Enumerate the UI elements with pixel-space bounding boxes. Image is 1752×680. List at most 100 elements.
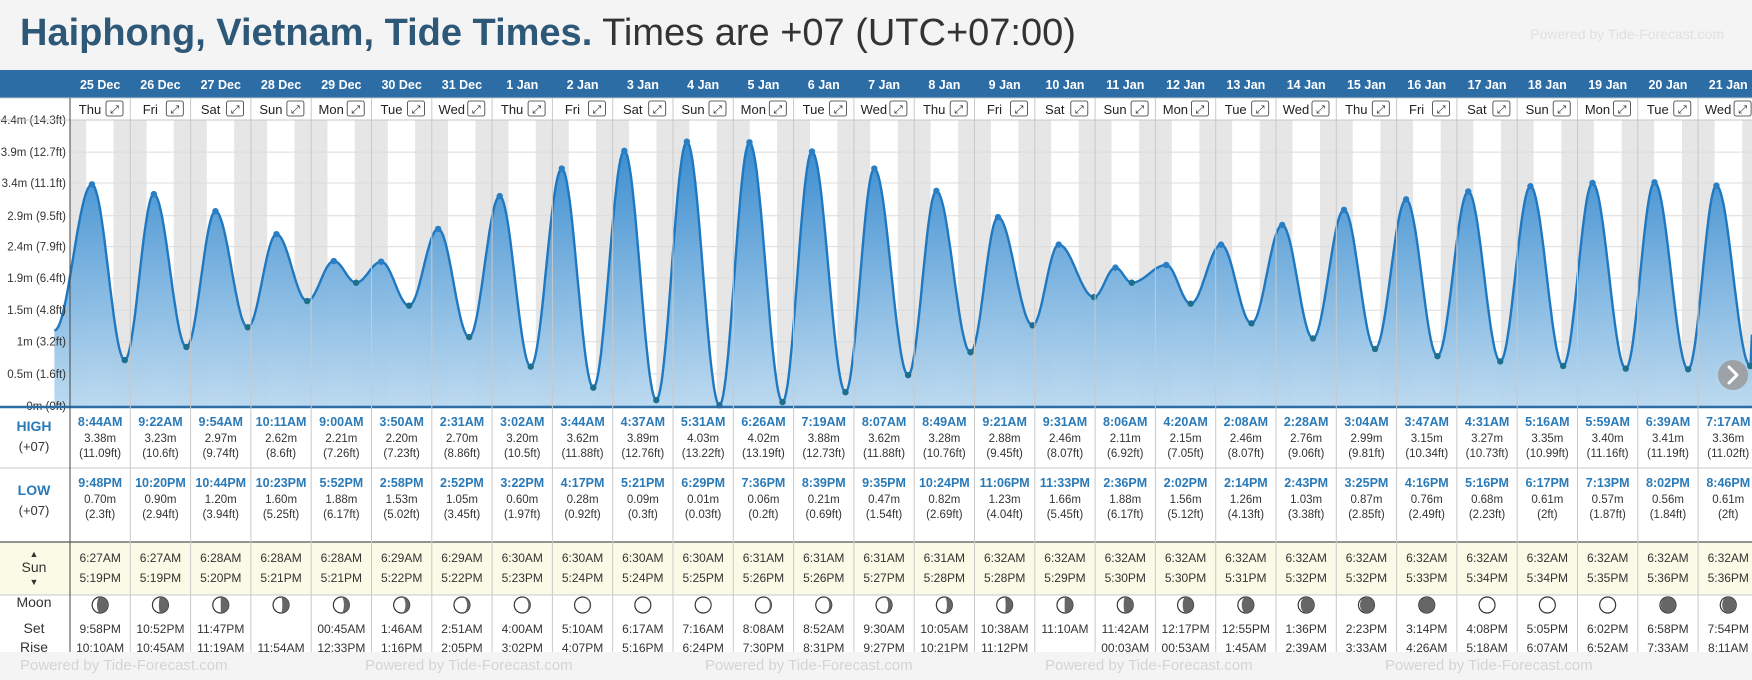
expand-day-button[interactable] [889,100,908,117]
expand-icon[interactable]: ⤢ [532,104,541,116]
expand-icon[interactable]: ⤢ [894,104,903,116]
tide-area [54,141,1752,406]
expand-icon[interactable]: ⤢ [1376,104,1385,116]
expand-day-button[interactable] [286,100,305,117]
high-tide-height-ft: (8.86ft) [444,448,481,460]
expand-day-button[interactable] [1492,100,1511,117]
expand-icon[interactable]: ⤢ [1015,104,1024,116]
high-tide-height-m: 2.76m [1290,433,1322,445]
scroll-right-button[interactable] [1718,360,1748,390]
low-tide-height-ft: (0.92ft) [564,509,601,521]
expand-icon[interactable]: ⤢ [472,104,481,116]
expand-icon[interactable]: ⤢ [1618,104,1627,116]
expand-day-button[interactable] [165,100,184,117]
expand-icon[interactable]: ⤢ [653,104,662,116]
moon-phase-shadow [401,597,410,613]
expand-icon[interactable]: ⤢ [1256,104,1265,116]
sunrise-time: 6:28AM [260,551,301,565]
weekday-label: Fri [987,102,1002,117]
expand-day-button[interactable] [467,100,486,117]
sunset-time: 5:23PM [502,571,543,585]
expand-day-button[interactable] [1251,100,1270,117]
expand-icon[interactable]: ⤢ [1195,104,1204,116]
expand-icon[interactable]: ⤢ [1678,104,1687,116]
expand-day-button[interactable] [105,100,124,117]
sunset-time: 5:24PM [562,571,603,585]
low-tide-height-ft: (0.2ft) [748,509,778,521]
low-tide-height-ft: (5.12ft) [1167,509,1204,521]
expand-icon[interactable]: ⤢ [231,104,240,116]
expand-day-button[interactable] [1010,100,1028,117]
expand-icon[interactable]: ⤢ [954,104,963,116]
expand-day-button[interactable] [407,100,425,117]
expand-icon[interactable]: ⤢ [1075,104,1084,116]
expand-icon[interactable]: ⤢ [1437,104,1446,116]
expand-day-button[interactable] [1070,100,1089,117]
moon-phase-shadow [1300,597,1315,613]
low-tide-height-m: 1.23m [989,494,1021,506]
weekday-label: Wed [861,102,888,117]
expand-day-button[interactable] [1191,100,1209,117]
low-tide-height-m: 0.90m [144,494,176,506]
high-tide-time: 4:31AM [1465,415,1509,429]
expand-icon[interactable]: ⤢ [1135,104,1144,116]
high-tide-height-m: 2.88m [989,433,1021,445]
high-tide-height-ft: (12.73ft) [802,448,845,460]
expand-day-button[interactable] [1733,100,1752,117]
expand-day-button[interactable] [527,100,546,117]
weekday-label: Thu [1345,102,1367,117]
moon-phase-shadow [1123,597,1134,613]
high-tide-height-m: 2.15m [1170,433,1202,445]
expand-icon[interactable]: ⤢ [1316,104,1325,116]
expand-icon[interactable]: ⤢ [713,104,722,116]
high-tide-time: 8:06AM [1103,415,1147,429]
timezone-note: Times are +07 (UTC+07:00) [602,12,1076,54]
night-shade [1682,120,1699,406]
expand-day-button[interactable] [708,100,727,117]
expand-day-button[interactable] [648,100,667,117]
date-label: 14 Jan [1287,78,1326,92]
low-tide-time: 5:52PM [319,476,363,490]
expand-day-button[interactable] [1311,100,1330,117]
low-tide-point [1309,335,1317,342]
expand-icon[interactable]: ⤢ [1738,104,1747,116]
sunrise-time: 6:32AM [1587,551,1628,565]
chevron-right-icon[interactable] [1727,365,1739,385]
expand-day-button[interactable] [949,100,968,117]
expand-day-button[interactable] [1432,100,1450,117]
expand-day-button[interactable] [226,100,245,117]
expand-icon[interactable]: ⤢ [412,104,421,116]
expand-icon[interactable]: ⤢ [110,104,119,116]
expand-day-button[interactable] [768,100,787,117]
low-tide-time: 10:24PM [919,476,970,490]
date-label: 21 Jan [1709,78,1748,92]
sunrise-time: 6:32AM [1708,551,1749,565]
moonrise-time: 8:11AM [1708,641,1748,652]
low-utc-label: (+07) [19,503,50,518]
expand-day-button[interactable] [1673,100,1692,117]
expand-day-button[interactable] [829,100,847,117]
expand-icon[interactable]: ⤢ [351,104,360,116]
weekday-label: Fri [565,102,580,117]
low-tide-time: 9:48PM [78,476,122,490]
sunrise-time: 6:32AM [1225,551,1266,565]
high-row-label: HIGH [17,418,52,434]
expand-day-button[interactable] [1130,100,1149,117]
expand-icon[interactable]: ⤢ [834,104,843,116]
moonset-time: 5:05PM [1527,622,1568,636]
date-label: 17 Jan [1468,78,1507,92]
expand-icon[interactable]: ⤢ [170,104,179,116]
low-tide-time: 11:06PM [980,476,1030,490]
expand-day-button[interactable] [346,100,365,117]
expand-day-button[interactable] [588,100,606,117]
expand-day-button[interactable] [1552,100,1571,117]
low-tide-point [183,343,190,351]
moon-phase-shadow [1241,597,1254,613]
expand-day-button[interactable] [1613,100,1631,117]
expand-icon[interactable]: ⤢ [1557,104,1566,116]
expand-icon[interactable]: ⤢ [592,104,601,116]
expand-icon[interactable]: ⤢ [291,104,300,116]
expand-day-button[interactable] [1371,100,1390,117]
expand-icon[interactable]: ⤢ [773,104,782,116]
expand-icon[interactable]: ⤢ [1497,104,1506,116]
